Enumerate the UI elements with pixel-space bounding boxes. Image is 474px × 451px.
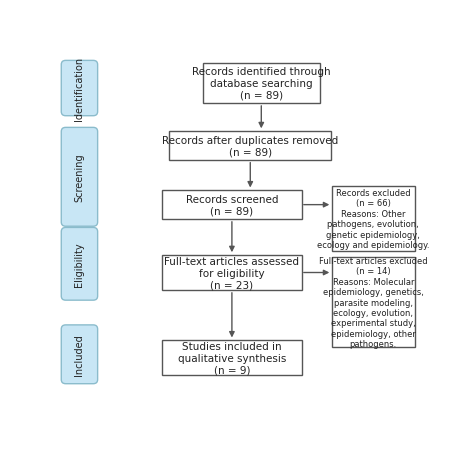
Bar [162,341,301,375]
Bar [162,256,301,290]
FancyBboxPatch shape [61,128,98,227]
Text: Identification: Identification [74,57,84,121]
Bar [162,191,301,220]
Text: Records screened
(n = 89): Records screened (n = 89) [186,194,278,216]
Bar [170,132,331,161]
Bar [202,64,320,104]
Bar [332,187,415,251]
Text: Full-text articles excluded
(n = 14)
Reasons: Molecular
epidemiology, genetics,
: Full-text articles excluded (n = 14) Rea… [319,257,428,349]
Text: Records excluded
(n = 66)
Reasons: Other
pathogens, evolution,
genetic epidemiol: Records excluded (n = 66) Reasons: Other… [317,189,429,249]
FancyBboxPatch shape [61,61,98,116]
FancyBboxPatch shape [61,228,98,300]
Text: Full-text articles assessed
for eligibility
(n = 23): Full-text articles assessed for eligibil… [164,256,300,290]
Text: Studies included in
qualitative synthesis
(n = 9): Studies included in qualitative synthesi… [178,341,286,374]
Text: Eligibility: Eligibility [74,242,84,286]
Text: Included: Included [74,334,84,375]
Text: Records after duplicates removed
(n = 89): Records after duplicates removed (n = 89… [162,135,338,157]
Text: Records identified through
database searching
(n = 89): Records identified through database sear… [192,67,330,100]
Bar [332,257,415,348]
FancyBboxPatch shape [61,325,98,384]
Text: Screening: Screening [74,153,84,202]
